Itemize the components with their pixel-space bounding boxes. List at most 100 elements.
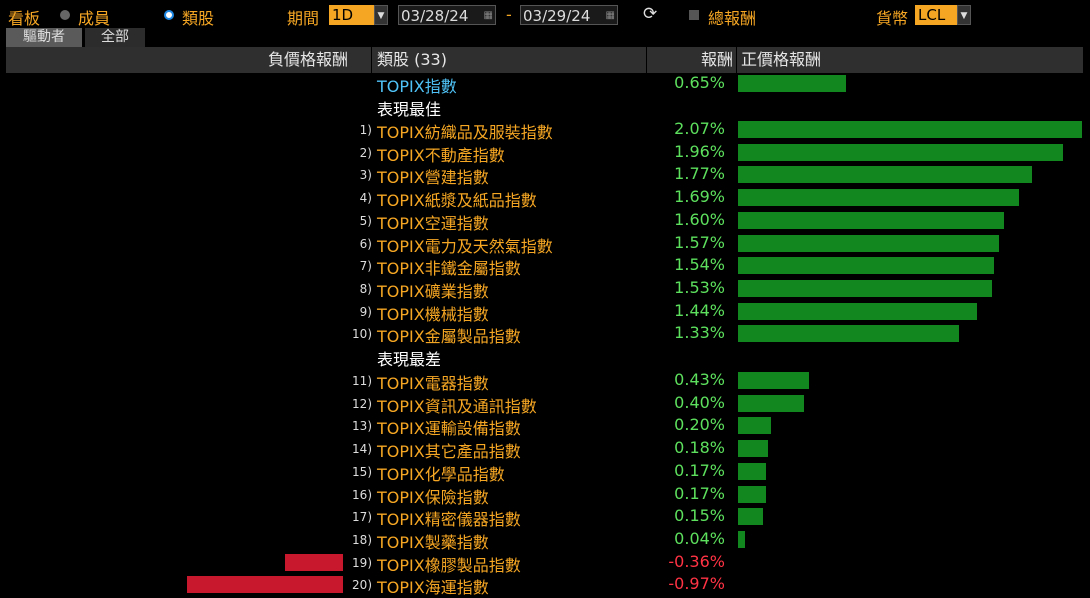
table-row[interactable]: 1) TOPIX紡織品及服裝指數 2.07%: [0, 118, 1090, 142]
row-return: 2.07%: [674, 119, 725, 138]
row-name[interactable]: TOPIX紙漿及紙品指數: [377, 191, 537, 211]
total-return-label[interactable]: 總報酬: [708, 9, 757, 28]
row-name[interactable]: TOPIX其它產品指數: [377, 442, 521, 462]
chevron-down-icon[interactable]: ▼: [957, 5, 971, 25]
positive-bar: [738, 440, 768, 458]
pos-header[interactable]: 正價格報酬: [741, 50, 822, 69]
members-radio[interactable]: [60, 10, 70, 20]
positive-bar: [738, 372, 810, 389]
row-name[interactable]: TOPIX非鐵金屬指數: [377, 259, 521, 279]
row-return: 0.20%: [674, 415, 725, 435]
currency-select[interactable]: LCL: [915, 5, 957, 25]
worst-section-label: 表現最差: [377, 350, 442, 369]
row-name[interactable]: TOPIX製藥指數: [377, 532, 489, 552]
table-row[interactable]: 8) TOPIX礦業指數 1.53%: [0, 277, 1090, 301]
row-return: 0.17%: [674, 483, 725, 503]
table-row[interactable]: 18) TOPIX製藥指數 0.04%: [0, 528, 1090, 552]
row-name[interactable]: TOPIX機械指數: [377, 304, 489, 324]
refresh-icon[interactable]: ⟳: [643, 4, 658, 24]
row-return: 0.15%: [674, 506, 725, 526]
row-rank: 17): [352, 510, 372, 525]
date-separator: -: [506, 5, 512, 24]
return-header[interactable]: 報酬: [700, 50, 733, 69]
row-return: 1.60%: [674, 209, 725, 229]
row-name[interactable]: TOPIX營建指數: [377, 168, 489, 188]
row-rank: 5): [359, 213, 372, 228]
row-name[interactable]: TOPIX紡織品及服裝指數: [377, 123, 553, 142]
table-row[interactable]: 4) TOPIX紙漿及紙品指數 1.69%: [0, 186, 1090, 211]
row-name[interactable]: TOPIX不動產指數: [377, 145, 505, 165]
sector-header[interactable]: 類股 (33): [377, 50, 447, 69]
table-row[interactable]: 14) TOPIX其它產品指數 0.18%: [0, 437, 1090, 462]
row-rank: 11): [352, 374, 372, 388]
table-row[interactable]: 19) TOPIX橡膠製品指數 -0.36%: [0, 551, 1090, 575]
table-row[interactable]: 17) TOPIX精密儀器指數 0.15%: [0, 505, 1090, 530]
positive-bar: [738, 279, 992, 297]
row-return: 0.65%: [674, 73, 725, 92]
toolbar: 看板 成員 類股 期間 1D ▼ 03/28/24 ▦ - 03/29/24 ▦ ⟳…: [0, 0, 1090, 30]
table-row[interactable]: 13) TOPIX運輸設備指數 0.20%: [0, 414, 1090, 439]
table-row[interactable]: 15) TOPIX化學品指數 0.17%: [0, 460, 1090, 484]
row-name[interactable]: TOPIX保險指數: [377, 487, 489, 507]
row-rank: 14): [352, 442, 372, 457]
row-rank: 2): [359, 145, 372, 160]
table-row[interactable]: 16) TOPIX保險指數 0.17%: [0, 483, 1090, 507]
row-rank: 1): [359, 123, 372, 137]
row-rank: 10): [352, 327, 372, 342]
date-from-field[interactable]: 03/28/24 ▦: [398, 5, 496, 25]
positive-bar: [738, 508, 763, 526]
table-row[interactable]: 20) TOPIX海運指數 -0.97%: [0, 573, 1090, 598]
tab-drivers-label: 驅動者: [23, 29, 65, 45]
negative-bar: [285, 553, 343, 571]
row-name[interactable]: TOPIX指數: [377, 77, 457, 96]
row-name[interactable]: TOPIX金屬製品指數: [377, 327, 521, 347]
positive-bar: [738, 485, 767, 503]
row-rank: 15): [352, 464, 372, 479]
row-name[interactable]: TOPIX電力及天然氣指數: [377, 236, 553, 256]
row-return: 0.40%: [674, 392, 725, 412]
calendar-icon[interactable]: ▦: [605, 10, 615, 21]
members-label[interactable]: 成員: [78, 9, 111, 28]
positive-bar: [738, 234, 999, 252]
table-row[interactable]: 7) TOPIX非鐵金屬指數 1.54%: [0, 254, 1090, 279]
row-name[interactable]: TOPIX化學品指數: [377, 464, 505, 484]
row-return: -0.36%: [668, 551, 725, 571]
date-to-field[interactable]: 03/29/24 ▦: [520, 5, 618, 25]
tab-drivers[interactable]: 驅動者: [6, 28, 82, 47]
row-name[interactable]: TOPIX電器指數: [377, 374, 489, 393]
table-row[interactable]: 6) TOPIX電力及天然氣指數 1.57%: [0, 232, 1090, 256]
table-row[interactable]: 2) TOPIX不動產指數 1.96%: [0, 141, 1090, 165]
row-name[interactable]: TOPIX橡膠製品指數: [377, 555, 521, 575]
table-row[interactable]: 12) TOPIX資訊及通訊指數 0.40%: [0, 392, 1090, 416]
board-label[interactable]: 看板: [8, 9, 41, 28]
period-select[interactable]: 1D: [329, 5, 374, 25]
neg-header[interactable]: 負價格報酬: [267, 50, 348, 69]
row-name[interactable]: TOPIX海運指數: [377, 578, 489, 598]
header-divider: [646, 47, 647, 73]
tab-all[interactable]: 全部: [85, 28, 145, 47]
chevron-down-icon[interactable]: ▼: [374, 5, 388, 25]
row-name[interactable]: TOPIX精密儀器指數: [377, 510, 521, 530]
sector-radio[interactable]: [164, 10, 174, 20]
row-name[interactable]: TOPIX運輸設備指數: [377, 419, 521, 439]
row-rank: 20): [352, 578, 372, 593]
row-return: 1.44%: [674, 300, 725, 320]
total-return-checkbox[interactable]: [689, 10, 699, 20]
table-row[interactable]: 5) TOPIX空運指數 1.60%: [0, 209, 1090, 233]
header-divider: [371, 47, 372, 73]
table-row[interactable]: 10) TOPIX金屬製品指數 1.33%: [0, 322, 1090, 347]
table-header: 負價格報酬 類股 (33) 報酬 正價格報酬: [6, 47, 1083, 73]
table-row[interactable]: 9) TOPIX機械指數 1.44%: [0, 300, 1090, 324]
row-return: 1.77%: [674, 164, 725, 184]
table-row[interactable]: 3) TOPIX營建指數 1.77%: [0, 163, 1090, 188]
positive-bar: [738, 121, 1082, 138]
table-row[interactable]: 11) TOPIX電器指數 0.43%: [0, 369, 1090, 393]
row-name[interactable]: TOPIX資訊及通訊指數: [377, 396, 537, 416]
row-name[interactable]: TOPIX空運指數: [377, 213, 489, 233]
row-name[interactable]: TOPIX礦業指數: [377, 281, 489, 301]
negative-bar: [186, 576, 343, 594]
tab-all-label: 全部: [101, 29, 129, 45]
sector-label[interactable]: 類股: [182, 9, 215, 28]
calendar-icon[interactable]: ▦: [483, 10, 493, 21]
table-row[interactable]: TOPIX指數 0.65%: [0, 72, 1090, 96]
